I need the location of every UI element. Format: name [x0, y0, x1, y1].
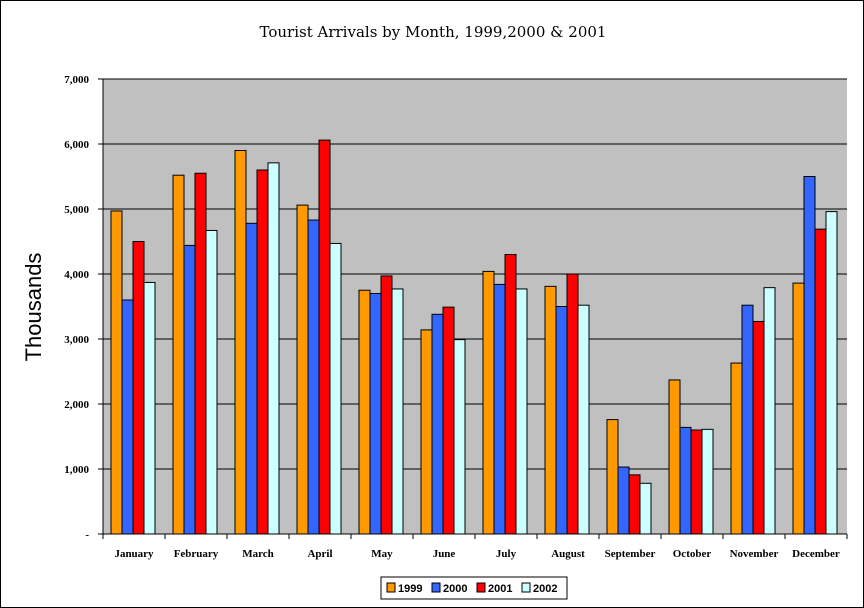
x-tick-label: February — [174, 548, 219, 560]
bar-2002-january — [143, 281, 156, 535]
x-tick-label: August — [551, 548, 585, 560]
legend-swatch-2002 — [521, 582, 531, 593]
y-tick-label: 4,000 — [64, 269, 89, 281]
legend-label-2001: 2001 — [488, 583, 512, 595]
x-tick-label: April — [307, 548, 332, 560]
bar-2001-december — [814, 228, 827, 535]
legend-box — [380, 576, 568, 600]
bar-2000-march — [245, 222, 258, 535]
bar-2001-august — [566, 273, 579, 535]
bar-1999-august — [544, 285, 557, 535]
bar-2001-february — [194, 172, 207, 535]
plot-area — [103, 79, 847, 534]
y-tick-label: 2,000 — [64, 399, 89, 411]
bar-2001-january — [132, 241, 145, 535]
bar-2002-december — [825, 211, 838, 535]
legend-swatch-2000 — [431, 582, 441, 593]
x-tick-label: June — [433, 548, 456, 560]
bar-2001-may — [380, 275, 393, 535]
bar-2000-may — [369, 293, 382, 535]
bar-2000-december — [803, 176, 816, 535]
y-tick-label: 7,000 — [64, 74, 89, 86]
bar-2001-march — [256, 169, 269, 535]
bar-2000-january — [121, 299, 134, 535]
bar-1999-june — [420, 329, 433, 535]
legend-swatch-1999 — [386, 582, 396, 593]
bar-2000-august — [555, 306, 568, 535]
bar-2000-october — [679, 426, 692, 535]
bar-2002-july — [515, 288, 528, 535]
bar-2002-april — [329, 242, 342, 535]
bar-2000-february — [183, 244, 196, 535]
bar-2002-november — [763, 287, 776, 535]
axes: - 1,000 2,000 3,000 4,000 5,000 6,000 7,000 Janu… — [64, 74, 848, 560]
legend-label-2000: 2000 — [443, 583, 467, 595]
y-tick-label: 1,000 — [64, 464, 89, 476]
bar-2000-june — [431, 313, 444, 535]
bar-2002-october — [701, 428, 714, 535]
bar-2002-june — [453, 339, 466, 535]
bar-2000-september — [617, 466, 630, 535]
bar-1999-april — [296, 204, 309, 535]
bar-2001-october — [690, 429, 703, 535]
legend-label-2002: 2002 — [533, 583, 557, 595]
bar-1999-march — [234, 150, 247, 535]
gridlines — [103, 78, 847, 470]
bar-2002-may — [391, 288, 404, 535]
bar-2000-april — [307, 219, 320, 535]
bars — [110, 139, 838, 535]
bar-2002-august — [577, 304, 590, 535]
x-tick-label: December — [792, 548, 840, 560]
legend-swatch-2001 — [476, 582, 486, 593]
bar-2000-november — [741, 304, 754, 535]
bar-2001-july — [504, 254, 517, 535]
x-tick-label: July — [496, 548, 517, 560]
bar-2002-september — [639, 482, 652, 535]
x-tick-label: May — [371, 548, 393, 560]
x-tick-label: November — [730, 548, 779, 560]
legend-label-1999: 1999 — [398, 583, 422, 595]
bar-1999-october — [668, 379, 681, 535]
bar-1999-september — [606, 419, 619, 535]
y-axis-label: Thousands — [21, 253, 46, 362]
y-tick-label: 5,000 — [64, 204, 89, 216]
bar-1999-december — [792, 282, 805, 535]
x-tick-label: January — [114, 548, 154, 560]
bar-2001-april — [318, 139, 331, 535]
bar-2001-november — [752, 320, 765, 535]
bar-2002-february — [205, 229, 218, 535]
bar-1999-january — [110, 210, 123, 535]
legend: 1999 2000 2001 2002 — [380, 576, 568, 600]
y-tick-label: - — [85, 529, 89, 541]
bar-2001-september — [628, 474, 641, 535]
bar-1999-november — [730, 362, 743, 535]
bar-2000-july — [493, 283, 506, 535]
bar-1999-may — [358, 289, 371, 535]
y-tick-label: 6,000 — [64, 139, 89, 151]
bar-1999-february — [172, 174, 185, 535]
x-tick-label: March — [242, 548, 274, 560]
x-tick-label: October — [673, 548, 712, 560]
chart-title: Tourist Arrivals by Month, 1999,2000 & 2… — [260, 23, 607, 41]
bar-1999-july — [482, 270, 495, 535]
bar-2002-march — [267, 162, 280, 535]
bar-2001-june — [442, 306, 455, 535]
x-tick-label: September — [605, 548, 656, 560]
y-tick-label: 3,000 — [64, 334, 89, 346]
